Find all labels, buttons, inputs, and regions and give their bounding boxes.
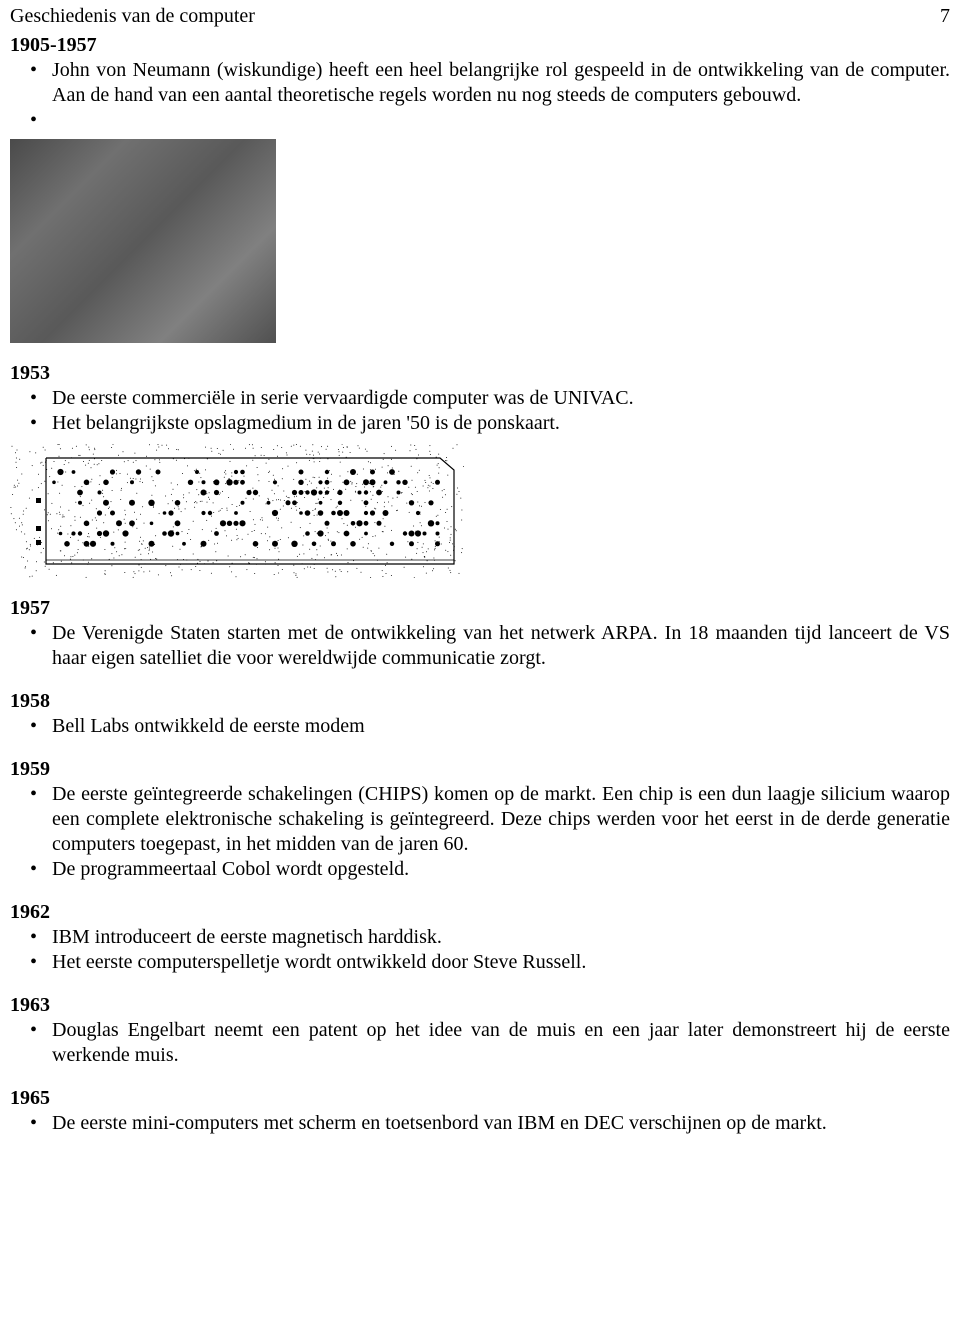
section-gap bbox=[10, 671, 950, 685]
year-heading: 1965 bbox=[10, 1086, 950, 1111]
section-gap bbox=[10, 739, 950, 753]
year-heading: 1953 bbox=[10, 361, 950, 386]
bullet-list: Bell Labs ontwikkeld de eerste modem bbox=[10, 714, 950, 739]
bullet-list: IBM introduceert de eerste magnetisch ha… bbox=[10, 925, 950, 975]
bullet-list: De eerste mini-computers met scherm en t… bbox=[10, 1111, 950, 1136]
bullet-list: De eerste geïntegreerde schakelingen (CH… bbox=[10, 782, 950, 882]
section-gap bbox=[10, 1136, 950, 1150]
list-item: De eerste geïntegreerde schakelingen (CH… bbox=[52, 782, 950, 857]
year-heading: 1905-1957 bbox=[10, 33, 950, 58]
von-neumann-photo bbox=[10, 139, 276, 343]
list-item: De programmeertaal Cobol wordt opgesteld… bbox=[52, 857, 950, 882]
list-item: Douglas Engelbart neemt een patent op he… bbox=[52, 1018, 950, 1068]
year-heading: 1957 bbox=[10, 596, 950, 621]
section-gap bbox=[10, 882, 950, 896]
page-number: 7 bbox=[940, 4, 950, 29]
list-item: John von Neumann (wiskundige) heeft een … bbox=[52, 58, 950, 108]
year-heading: 1962 bbox=[10, 900, 950, 925]
list-item: Het belangrijkste opslagmedium in de jar… bbox=[52, 411, 950, 436]
header-title: Geschiedenis van de computer bbox=[10, 4, 255, 29]
punchcard-image bbox=[10, 444, 464, 578]
section-gap bbox=[10, 1068, 950, 1082]
list-item: De Verenigde Staten starten met de ontwi… bbox=[52, 621, 950, 671]
content: 1905-1957John von Neumann (wiskundige) h… bbox=[10, 33, 950, 1150]
page-header: Geschiedenis van de computer 7 bbox=[10, 4, 950, 29]
bullet-list: De eerste commerciële in serie vervaardi… bbox=[10, 386, 950, 436]
list-item: De eerste commerciële in serie vervaardi… bbox=[52, 386, 950, 411]
list-item: Het eerste computerspelletje wordt ontwi… bbox=[52, 950, 950, 975]
bullet-list: John von Neumann (wiskundige) heeft een … bbox=[10, 58, 950, 133]
list-item: Bell Labs ontwikkeld de eerste modem bbox=[52, 714, 950, 739]
bullet-list: De Verenigde Staten starten met de ontwi… bbox=[10, 621, 950, 671]
section-gap bbox=[10, 975, 950, 989]
list-item: De eerste mini-computers met scherm en t… bbox=[52, 1111, 950, 1136]
bullet-list: Douglas Engelbart neemt een patent op he… bbox=[10, 1018, 950, 1068]
list-item: IBM introduceert de eerste magnetisch ha… bbox=[52, 925, 950, 950]
year-heading: 1958 bbox=[10, 689, 950, 714]
year-heading: 1959 bbox=[10, 757, 950, 782]
list-item bbox=[52, 108, 950, 133]
year-heading: 1963 bbox=[10, 993, 950, 1018]
